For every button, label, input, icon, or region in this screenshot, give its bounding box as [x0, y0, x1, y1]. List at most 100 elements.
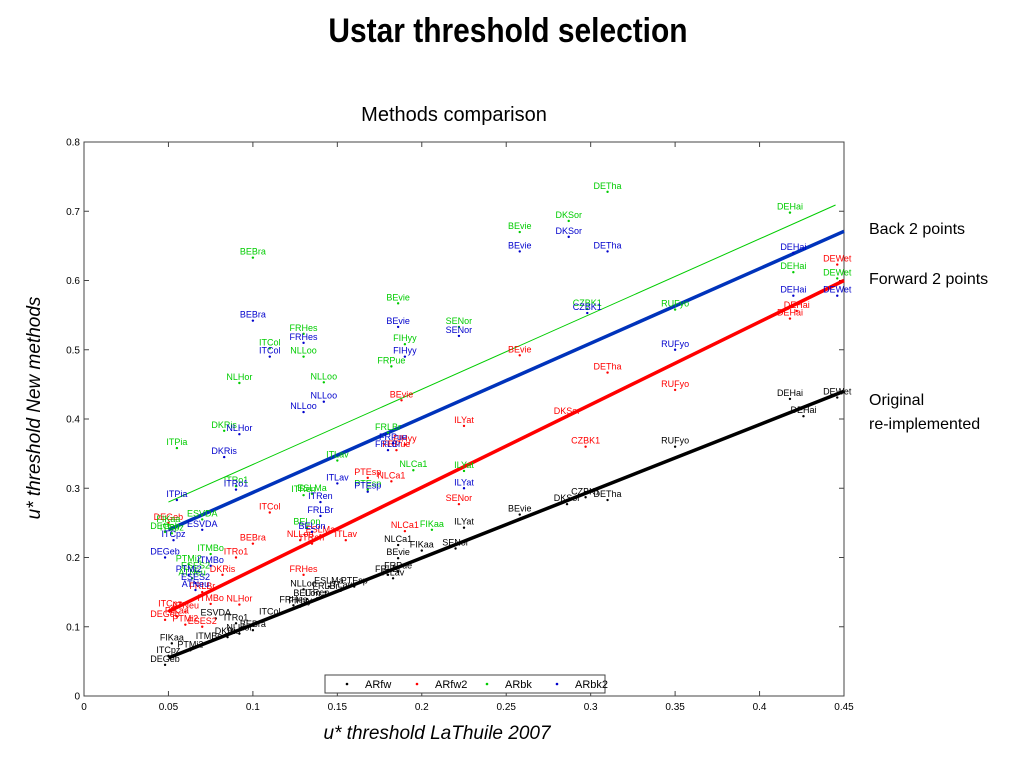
data-point	[163, 556, 167, 559]
data-point	[386, 431, 390, 435]
y-tick-label: 0.8	[66, 138, 80, 149]
data-point	[302, 341, 305, 345]
data-point	[268, 355, 271, 358]
point-label: DKSor	[555, 210, 582, 220]
point-label: DEGeb	[150, 521, 180, 531]
data-point	[606, 498, 609, 502]
data-point	[673, 348, 677, 351]
point-label: FRLBr	[375, 439, 401, 449]
data-point	[836, 263, 839, 266]
data-point	[302, 588, 305, 591]
point-label: PTEsp	[354, 467, 381, 477]
point-label: ESVDA	[187, 519, 218, 529]
data-point	[209, 552, 212, 556]
point-label: BELon	[298, 521, 325, 531]
point-label: FRLBr	[313, 581, 339, 591]
data-point	[462, 487, 466, 490]
data-point	[201, 625, 204, 628]
data-point	[353, 585, 356, 588]
data-point	[836, 277, 839, 280]
x-tick-label: 0.3	[584, 702, 598, 713]
legend-label: ARfw	[365, 679, 391, 691]
point-label: ITCol	[259, 501, 281, 511]
point-label: BEvie	[386, 292, 410, 302]
data-point	[319, 500, 322, 504]
data-point	[390, 365, 393, 368]
data-point	[163, 618, 167, 622]
data-point	[390, 480, 393, 483]
data-point	[172, 538, 175, 542]
point-label: DKSor	[554, 493, 581, 503]
point-label: FRHes	[290, 332, 319, 342]
data-point	[310, 492, 314, 495]
data-point	[396, 325, 400, 329]
point-label: FRLBr	[375, 422, 401, 432]
point-label: DKRis	[211, 420, 237, 430]
data-point	[292, 604, 295, 607]
chart-title: Methods comparison	[361, 104, 547, 126]
point-label: NLLoo	[290, 401, 317, 411]
point-label: FRPue	[384, 560, 412, 570]
slide-title: Ustar threshold selection	[328, 12, 688, 50]
data-point	[222, 455, 226, 459]
point-label: ESES2	[188, 616, 217, 626]
data-point	[518, 354, 521, 357]
point-label: ITMBo	[197, 543, 224, 553]
point-label: RUFyo	[661, 339, 689, 349]
data-point	[795, 309, 798, 313]
point-label: FRHes	[279, 594, 308, 604]
data-point	[238, 433, 241, 436]
y-tick-label: 0.6	[66, 276, 80, 287]
legend-marker	[345, 682, 349, 686]
point-label: ESVDA	[187, 508, 218, 518]
data-point	[400, 399, 403, 402]
data-point	[430, 528, 434, 531]
point-label: FIHyy	[393, 346, 417, 356]
data-point	[268, 347, 271, 350]
point-label: DKSor	[555, 226, 582, 236]
point-label: DETha	[594, 181, 622, 191]
point-label: ITCpz	[156, 645, 181, 655]
point-label: NLLoo	[311, 371, 338, 381]
point-label: DEHai	[777, 388, 803, 398]
x-tick-label: 0.2	[415, 702, 429, 713]
data-point	[214, 617, 217, 620]
data-point	[302, 493, 305, 497]
point-label: ITLav	[329, 580, 352, 590]
point-label: DEWet	[823, 285, 852, 295]
data-point	[586, 307, 589, 311]
point-label: ESLMa	[306, 524, 336, 534]
data-point	[251, 542, 255, 545]
regression-line	[168, 204, 836, 503]
data-point	[167, 523, 170, 527]
data-point	[606, 250, 609, 253]
data-point	[305, 526, 309, 529]
data-point	[310, 530, 314, 534]
point-label: BEBra	[240, 533, 266, 543]
data-point	[302, 332, 305, 336]
point-label: NLHor	[226, 372, 252, 382]
data-point	[322, 400, 326, 403]
point-label: ITRen	[308, 491, 333, 501]
y-tick-label: 0.3	[66, 484, 80, 495]
data-point	[567, 219, 570, 223]
x-tick-label: 0.35	[665, 702, 685, 713]
data-point	[194, 570, 197, 573]
data-point	[396, 570, 400, 573]
point-label: DKSor	[554, 406, 581, 416]
point-label: ITCpz	[162, 529, 187, 539]
point-label: DETha	[594, 362, 622, 372]
data-point	[396, 556, 400, 560]
data-point	[457, 325, 461, 329]
point-label: ITRen	[305, 587, 330, 597]
point-label: ATNeu	[172, 601, 199, 611]
data-point	[319, 514, 322, 518]
point-label: DEWet	[823, 267, 852, 277]
data-point	[221, 573, 224, 577]
point-label: ITLav	[326, 472, 349, 482]
y-tick-label: 0.5	[66, 345, 80, 356]
data-point	[184, 623, 187, 626]
point-label: ITMBo	[197, 593, 224, 603]
point-label: SENor	[446, 493, 473, 503]
